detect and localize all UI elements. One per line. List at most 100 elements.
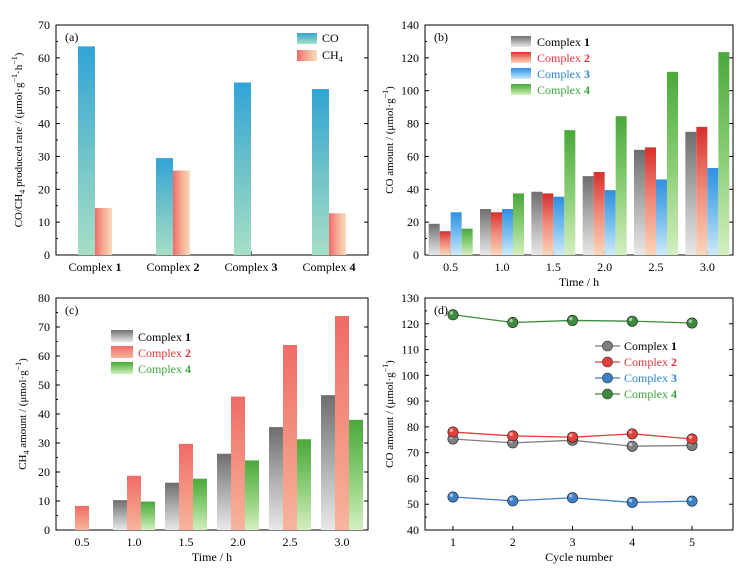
bar-complex-1 <box>165 482 179 530</box>
panel-b-xtick-label: 1.5 <box>546 260 561 274</box>
bar-complex-4 <box>513 193 524 255</box>
legend-label-complex-2: Complex 2 <box>537 51 590 65</box>
legend-marker-complex-1 <box>602 340 613 352</box>
point-highlight <box>569 316 573 321</box>
point-complex-2 <box>626 428 638 440</box>
panel-b-ylabel: CO amount / (μmol·g−1) <box>381 86 396 194</box>
bar-complex-2 <box>179 443 193 530</box>
point-complex-3 <box>507 495 519 507</box>
panel-d-ylabel: CO amount / (μmol·g−1) <box>381 360 396 468</box>
legend-marker-complex-2 <box>602 356 613 368</box>
bar-complex-1 <box>480 209 491 255</box>
bar-complex-3 <box>656 179 667 255</box>
panel-a-xtick-label: Complex 4 <box>303 260 356 274</box>
panel-b-ytick-label: 40 <box>407 182 419 196</box>
panel-b-xtick-label: 3.0 <box>700 260 715 274</box>
legend-swatch-complex-4 <box>111 362 133 374</box>
panel-b: 0 20 40 60 80 100 120 140 0.5 1.0 1.5 2.0 2.5 3.0 Time… <box>381 18 734 289</box>
panel-b-xtick-label: 2.5 <box>649 260 664 274</box>
panel-d-xtick-label: 5 <box>689 535 695 549</box>
bar-complex-1 <box>634 149 645 255</box>
panel-b-label: (b) <box>434 30 448 44</box>
panel-c-ytick-label: 80 <box>38 291 50 305</box>
bar-complex-1 <box>428 223 440 255</box>
panel-d-xtick-label: 4 <box>629 535 635 549</box>
point-highlight <box>628 442 633 447</box>
legend-label-complex-3: Complex 3 <box>624 371 677 385</box>
point-complex-3 <box>447 491 459 503</box>
point-highlight <box>569 433 573 438</box>
legend-label-complex-1: Complex 1 <box>624 339 677 353</box>
panel-b-ytick-label: 0 <box>413 248 419 262</box>
bar-complex-1 <box>685 131 697 255</box>
bar-co <box>234 82 251 255</box>
legend-ch4-swatch <box>297 50 317 61</box>
panel-d: 40 50 60 70 80 90 100 110 120 130 1 2 3 4 5 Cycle numbe… <box>381 291 734 564</box>
legend-label-complex-4: Complex 4 <box>138 362 191 376</box>
panel-d-ytick-label: 120 <box>401 317 419 331</box>
panel-c-xtick-label: 2.0 <box>231 535 246 549</box>
panel-b-ytick-label: 80 <box>407 117 419 131</box>
panel-a-xtick-label: Complex 2 <box>147 260 200 274</box>
bar-complex-1 <box>113 500 127 530</box>
legend-label-complex-2: Complex 2 <box>624 355 677 369</box>
bar-complex-4 <box>193 478 207 530</box>
legend-label-complex-4: Complex 4 <box>537 83 590 97</box>
bar-complex-2 <box>335 315 349 530</box>
bar-ch4 <box>173 170 190 255</box>
plot-frame <box>424 297 734 531</box>
point-complex-2 <box>447 426 459 438</box>
point-complex-2 <box>686 433 698 445</box>
panel-c-xtick-label: 0.5 <box>75 535 90 549</box>
bar-ch4 <box>95 208 112 255</box>
bar-complex-4 <box>564 130 576 255</box>
legend-label-complex-3: Complex 3 <box>537 67 590 81</box>
panel-c-ytick-label: 60 <box>38 349 50 363</box>
bar-complex-2 <box>491 212 502 255</box>
panel-c-ytick-label: 70 <box>38 320 50 334</box>
panel-a-xtick-label: Complex 1 <box>69 260 122 274</box>
panel-b-ytick-label: 20 <box>407 215 419 229</box>
point-complex-3 <box>686 495 698 507</box>
legend-swatch-complex-1 <box>511 36 531 47</box>
panel-a-ytick-label: 60 <box>38 51 50 65</box>
bar-co <box>78 46 95 255</box>
panel-c-ytick-label: 40 <box>38 407 50 421</box>
panel-b-xlabel: Time / h <box>559 275 599 289</box>
legend-co-label: CO <box>322 31 339 45</box>
panel-a-ytick-label: 20 <box>38 182 50 196</box>
bar-complex-2 <box>75 505 89 530</box>
panel-b-ytick-label: 100 <box>401 84 419 98</box>
bar-complex-4 <box>718 52 730 255</box>
bar-complex-1 <box>531 191 543 255</box>
panel-c-ytick-label: 0 <box>44 523 50 537</box>
point-highlight <box>628 430 633 434</box>
legend-label-complex-2: Complex 2 <box>138 346 191 360</box>
panel-b-ytick-label: 60 <box>407 149 419 163</box>
panel-d-ytick-label: 110 <box>401 343 419 357</box>
panel-d-ytick-label: 100 <box>401 368 419 382</box>
legend-swatch-complex-1 <box>111 330 133 342</box>
bar-complex-2 <box>127 475 141 530</box>
legend-label-complex-4: Complex 4 <box>624 387 677 401</box>
bar-complex-1 <box>321 395 335 530</box>
panel-a: 0 10 20 30 40 50 60 70 Complex 1 Complex 2 Complex… <box>10 18 369 274</box>
panel-d-ytick-label: 90 <box>407 394 419 408</box>
bar-complex-4 <box>461 228 473 255</box>
point-complex-2 <box>566 431 578 443</box>
bar-complex-3 <box>707 167 719 255</box>
point-highlight <box>509 318 513 323</box>
bar-complex-2 <box>593 172 605 255</box>
panel-c-xtick-label: 1.0 <box>127 535 142 549</box>
panel-d-ytick-label: 60 <box>407 471 419 485</box>
panel-c-ylabel: CH4 amount / (μmol·g−1) <box>14 358 31 470</box>
point-complex-1 <box>626 440 638 452</box>
panel-a-ytick-label: 10 <box>38 215 50 229</box>
panel-b-xtick-label: 2.0 <box>597 260 612 274</box>
bar-complex-2 <box>542 193 554 255</box>
panel-d-ytick-label: 50 <box>407 497 419 511</box>
panel-c-ytick-label: 50 <box>38 378 50 392</box>
panel-c-label: (c) <box>65 303 78 317</box>
point-highlight <box>569 494 573 498</box>
